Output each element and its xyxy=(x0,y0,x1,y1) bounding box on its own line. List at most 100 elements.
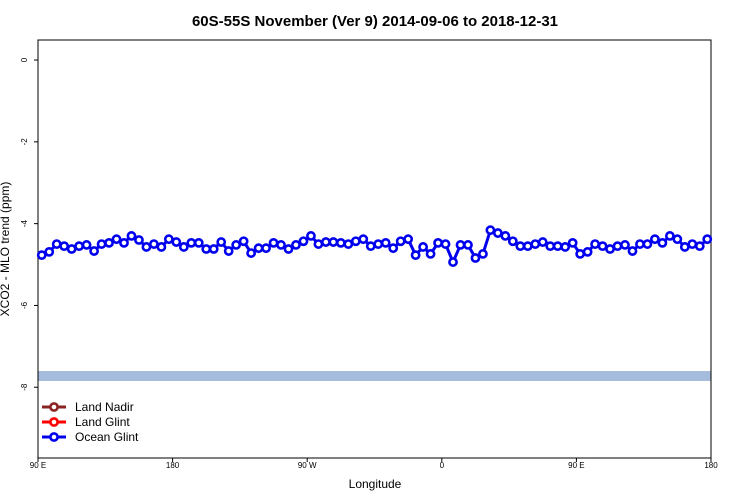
point xyxy=(283,244,294,254)
point xyxy=(253,243,264,254)
point xyxy=(178,242,189,252)
point xyxy=(515,241,526,252)
point xyxy=(208,244,219,254)
point xyxy=(313,239,324,249)
point xyxy=(507,236,518,247)
point xyxy=(186,237,197,248)
y-axis-label: XCO2 - MLO trend (ppm) xyxy=(0,182,12,317)
point xyxy=(74,241,85,252)
point xyxy=(672,234,683,245)
chart-title: 60S-55S November (Ver 9) 2014-09-06 to 2… xyxy=(192,13,558,30)
point xyxy=(612,241,623,252)
point xyxy=(440,239,451,249)
point xyxy=(216,237,227,247)
point xyxy=(96,239,107,249)
point xyxy=(463,240,473,250)
point xyxy=(81,240,92,250)
x-axis-label: Longitude xyxy=(349,477,402,491)
x-tick-label: 180 xyxy=(704,461,718,470)
y-tick-label: -8 xyxy=(20,383,29,391)
point xyxy=(268,237,279,248)
y-tick-label: 0 xyxy=(20,57,29,62)
point xyxy=(567,237,578,248)
point xyxy=(388,243,399,254)
point xyxy=(664,231,675,241)
point xyxy=(291,240,301,250)
plot-frame xyxy=(37,39,712,459)
point xyxy=(306,231,316,241)
point xyxy=(365,241,376,252)
point xyxy=(104,237,114,248)
point xyxy=(679,242,690,252)
point xyxy=(193,237,204,248)
legend-label: Land Nadir xyxy=(75,400,134,414)
y-tick-label: -6 xyxy=(20,301,29,309)
point xyxy=(657,237,668,248)
point xyxy=(642,239,653,249)
point xyxy=(597,241,608,252)
x-tick-label: 0 xyxy=(440,461,445,470)
point xyxy=(694,241,705,252)
x-tick-label: 90 W xyxy=(298,461,317,470)
point xyxy=(702,234,713,245)
y-tick-label: -4 xyxy=(20,220,29,228)
point xyxy=(44,246,55,257)
point xyxy=(590,239,600,249)
point xyxy=(418,242,429,252)
x-tick-label: 90 E xyxy=(568,461,584,470)
point xyxy=(410,250,421,261)
point xyxy=(238,236,249,247)
legend-label: Land Glint xyxy=(75,415,130,429)
point xyxy=(492,228,503,238)
point xyxy=(552,241,563,252)
point xyxy=(149,239,159,249)
point xyxy=(231,240,242,250)
point xyxy=(343,239,354,249)
point xyxy=(627,246,638,256)
point xyxy=(36,250,47,261)
point xyxy=(163,234,174,245)
point xyxy=(51,239,62,249)
legend-marker xyxy=(49,402,59,412)
point xyxy=(320,237,331,247)
point xyxy=(537,237,548,247)
point xyxy=(582,246,593,257)
point xyxy=(261,243,271,254)
point xyxy=(478,249,488,259)
point xyxy=(605,244,615,254)
point xyxy=(522,241,533,252)
point xyxy=(59,241,70,252)
legend-label: Ocean Glint xyxy=(75,430,139,444)
point xyxy=(298,236,309,247)
point xyxy=(373,239,384,249)
y-tick-label: -2 xyxy=(20,138,29,146)
point xyxy=(448,257,458,267)
point xyxy=(350,236,361,247)
point xyxy=(358,234,369,245)
point xyxy=(455,240,466,250)
point xyxy=(89,246,99,256)
point xyxy=(485,225,496,236)
point xyxy=(500,231,511,241)
point xyxy=(246,248,257,258)
point xyxy=(403,234,414,245)
point xyxy=(545,241,556,252)
point xyxy=(575,249,586,259)
point xyxy=(620,240,630,250)
point xyxy=(635,239,645,249)
point xyxy=(156,242,167,252)
point xyxy=(126,231,137,241)
point xyxy=(380,237,391,248)
point xyxy=(111,234,122,245)
point xyxy=(66,244,77,254)
point xyxy=(687,239,698,249)
point xyxy=(201,244,212,254)
legend-marker xyxy=(49,417,59,427)
point xyxy=(335,237,346,248)
legend-marker xyxy=(49,432,59,442)
x-tick-label: 90 E xyxy=(30,461,46,470)
x-tick-label: 180 xyxy=(166,461,180,470)
point xyxy=(560,242,571,252)
point xyxy=(530,239,541,249)
